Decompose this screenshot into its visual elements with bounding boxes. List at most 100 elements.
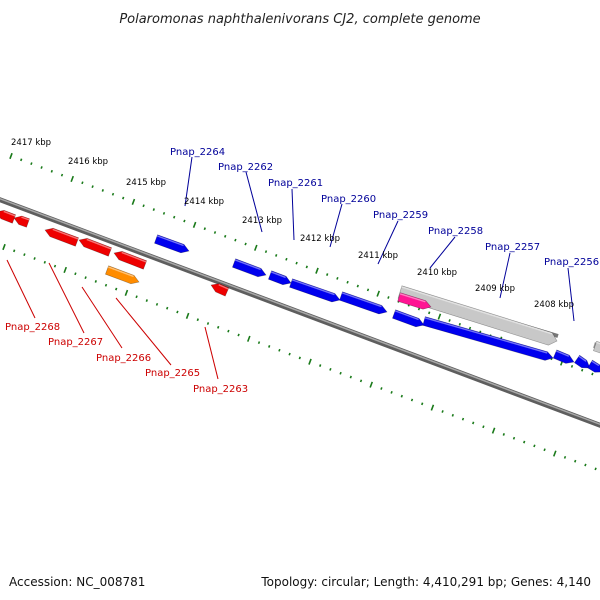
minor-tick [441,410,444,413]
minor-tick [295,261,298,265]
gene-label-pnap_2257: Pnap_2257 [485,242,540,253]
minor-tick [142,204,145,208]
minor-tick [421,402,424,406]
leader-pnap_2268 [6,259,36,319]
minor-tick [594,467,597,471]
gene-pnap-2256 [552,349,575,364]
minor-tick [458,322,461,326]
major-tick [2,243,6,251]
gene-label-pnap_2268: Pnap_2268 [5,322,60,333]
gene-label-pnap_2263: Pnap_2263 [193,384,248,395]
major-tick [131,198,136,205]
minor-tick [264,250,268,254]
minor-tick [166,306,169,310]
minor-tick [472,421,475,425]
accession-text: Accession: NC_008781 [9,575,145,589]
minor-tick [339,371,342,375]
leader-pnap_2266 [81,286,123,349]
gene-label-pnap_2262: Pnap_2262 [218,162,273,173]
major-tick [9,152,13,160]
gene-label-pnap_2265: Pnap_2265 [145,368,200,379]
gene-pink [397,292,432,310]
gray-region-end [593,340,600,354]
genome-backbone-line [0,197,600,428]
minor-tick [278,348,281,352]
minor-tick [257,341,261,345]
gene-small-2 [587,359,600,373]
minor-tick [111,192,115,196]
minor-tick [234,238,237,242]
gene-pnap-2268 [0,210,17,224]
minor-tick [448,319,451,322]
gene-label-pnap_2267: Pnap_2267 [48,337,103,348]
minor-tick [512,436,516,440]
major-tick [253,244,258,251]
minor-tick [104,283,108,287]
gene-label-pnap_2260: Pnap_2260 [321,194,376,205]
label-leader-lines [6,156,575,380]
leader-pnap_2256 [567,267,575,322]
gene-pnap-2257 [422,316,554,361]
gene-label-pnap_2256: Pnap_2256 [544,257,599,268]
kbp-label: 2414 kbp [184,197,224,207]
backbone-highlight [0,197,600,426]
kbp-label: 2413 kbp [242,216,282,226]
page-title: Polaromonas naphthalenivorans CJ2, compl… [119,12,480,27]
tick-marks [2,152,597,471]
minor-tick [237,333,240,337]
minor-tick [33,257,36,260]
major-tick [376,290,381,297]
minor-tick [74,272,77,276]
minor-tick [428,311,431,315]
minor-tick [346,280,349,284]
minor-tick [285,257,288,261]
gene-pnap-2268-part [13,215,30,228]
gene-features [0,210,600,373]
minor-tick [227,329,230,333]
major-tick [552,450,557,457]
minor-tick [60,173,64,177]
minor-tick [400,394,403,398]
minor-tick [81,181,84,185]
minor-tick [152,208,155,211]
genome-summary-text: Topology: circular; Length: 4,410,291 bp… [260,575,591,589]
gene-pnap-2265 [113,251,148,270]
gene-pnap-2258 [392,309,425,328]
minor-tick [305,265,308,269]
minor-tick [349,375,352,379]
gene-pnap-2261 [268,270,292,286]
minor-tick [417,307,421,311]
major-tick [124,289,129,296]
minor-tick [319,364,322,367]
minor-tick [162,211,166,215]
major-tick [491,427,496,434]
minor-tick [570,364,574,368]
gene-label-pnap_2259: Pnap_2259 [373,210,428,221]
minor-tick [196,318,199,322]
leader-pnap_2261 [291,188,295,241]
minor-tick [101,189,104,192]
minor-tick [366,288,370,292]
minor-tick [53,264,57,268]
major-tick [430,404,435,411]
kbp-label: 2410 kbp [417,268,457,278]
minor-tick [155,302,159,306]
major-tick [369,381,374,388]
minor-tick [20,158,23,162]
minor-tick [115,287,118,291]
minor-tick [213,231,217,234]
minor-tick [43,260,46,264]
minor-tick [356,284,359,288]
major-tick [185,312,190,319]
leader-pnap_2265 [115,297,172,366]
minor-tick [359,379,363,383]
gene-label-pnap_2258: Pnap_2258 [428,226,483,237]
minor-tick [336,276,339,280]
gene-pnap-2262 [232,258,267,278]
minor-tick [203,227,206,231]
major-tick [437,313,442,320]
minor-tick [468,326,472,330]
kbp-label: 2415 kbp [126,178,166,188]
minor-tick [217,325,220,329]
minor-tick [523,440,526,444]
